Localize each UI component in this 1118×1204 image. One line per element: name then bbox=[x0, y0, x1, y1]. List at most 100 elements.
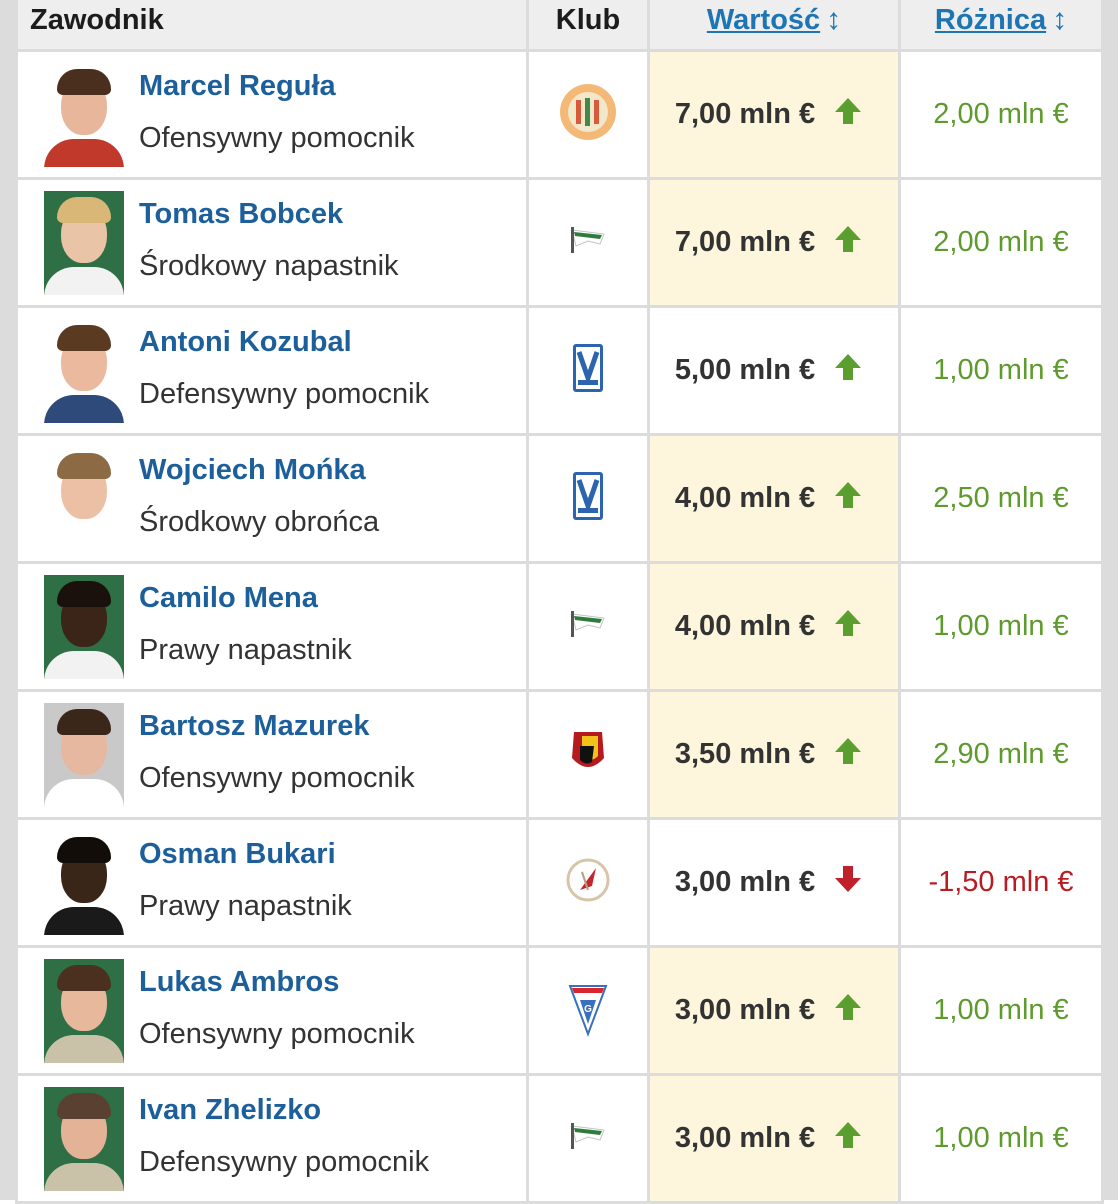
value-difference: 2,90 mln € bbox=[933, 738, 1069, 770]
zaglebie-lubin-crest[interactable] bbox=[558, 82, 618, 147]
club-cell bbox=[529, 1076, 647, 1201]
value-difference: 1,00 mln € bbox=[933, 994, 1069, 1026]
lechia-gdansk-crest[interactable] bbox=[558, 1106, 618, 1171]
player-name-link[interactable]: Tomas Bobcek bbox=[139, 197, 344, 230]
table-row: Bartosz Mazurek Ofensywny pomocnik 3,50 ml… bbox=[18, 692, 1101, 817]
player-cell: Bartosz Mazurek Ofensywny pomocnik bbox=[18, 692, 526, 817]
value-difference: 2,00 mln € bbox=[933, 98, 1069, 130]
club-cell bbox=[529, 308, 647, 433]
column-header-player-label: Zawodnik bbox=[30, 3, 164, 36]
svg-text:G: G bbox=[584, 1004, 592, 1015]
market-value: 5,00 mln € bbox=[674, 354, 816, 386]
player-photo[interactable] bbox=[44, 318, 124, 423]
player-info: Ivan Zhelizko Defensywny pomocnik bbox=[18, 1076, 526, 1201]
table-row: Marcel Reguła Ofensywny pomocnik 7,00 mln … bbox=[18, 52, 1101, 177]
player-position: Defensywny pomocnik bbox=[139, 377, 430, 410]
player-cell: Ivan Zhelizko Defensywny pomocnik bbox=[18, 1076, 526, 1201]
player-photo[interactable] bbox=[44, 702, 124, 807]
player-position: Prawy napastnik bbox=[139, 633, 352, 666]
table-row: Ivan Zhelizko Defensywny pomocnik 3,00 mln… bbox=[18, 1076, 1101, 1201]
table-row: Tomas Bobcek Środkowy napastnik 7,00 mln €… bbox=[18, 180, 1101, 305]
value-difference: -1,50 mln € bbox=[928, 866, 1074, 898]
player-photo[interactable] bbox=[44, 830, 124, 935]
player-cell: Antoni Kozubal Defensywny pomocnik bbox=[18, 308, 526, 433]
player-position: Ofensywny pomocnik bbox=[139, 121, 415, 154]
value-difference: 2,50 mln € bbox=[933, 482, 1069, 514]
arrow-up-icon bbox=[833, 224, 863, 262]
player-position: Środkowy obrońca bbox=[139, 505, 380, 538]
lechia-gdansk-crest[interactable] bbox=[558, 594, 618, 659]
player-cell: Camilo Mena Prawy napastnik bbox=[18, 564, 526, 689]
player-cell: Osman Bukari Prawy napastnik bbox=[18, 820, 526, 945]
player-cell: Lukas Ambros Ofensywny pomocnik bbox=[18, 948, 526, 1073]
player-info: Wojciech Mońka Środkowy obrońca bbox=[18, 436, 526, 561]
table-row: Camilo Mena Prawy napastnik 4,00 mln € 1,00… bbox=[18, 564, 1101, 689]
value-difference: 2,00 mln € bbox=[933, 226, 1069, 258]
market-value-cell: 4,00 mln € bbox=[650, 564, 898, 689]
player-info: Osman Bukari Prawy napastnik bbox=[18, 820, 526, 945]
column-header-player: Zawodnik bbox=[18, 0, 526, 49]
jagiellonia-crest[interactable] bbox=[558, 722, 618, 787]
club-cell bbox=[529, 820, 647, 945]
player-name-link[interactable]: Bartosz Mazurek bbox=[139, 709, 370, 742]
gornik-zabrze-crest[interactable]: G bbox=[558, 978, 618, 1043]
lech-poznan-crest[interactable] bbox=[558, 338, 618, 403]
player-cell: Marcel Reguła Ofensywny pomocnik bbox=[18, 52, 526, 177]
club-cell bbox=[529, 436, 647, 561]
value-difference: 1,00 mln € bbox=[933, 1122, 1069, 1154]
table-header-row: Zawodnik Klub Wartość ↕ Różnica ↕ bbox=[18, 0, 1101, 49]
market-value-cell: 3,50 mln € bbox=[650, 692, 898, 817]
value-difference-cell: 1,00 mln € bbox=[901, 1076, 1101, 1201]
player-cell: Wojciech Mońka Środkowy obrońca bbox=[18, 436, 526, 561]
column-header-diff[interactable]: Różnica ↕ bbox=[901, 0, 1101, 49]
club-cell bbox=[529, 692, 647, 817]
market-value: 4,00 mln € bbox=[674, 610, 816, 642]
market-value-cell: 7,00 mln € bbox=[650, 180, 898, 305]
player-name-link[interactable]: Lukas Ambros bbox=[139, 965, 340, 998]
value-difference-cell: 1,00 mln € bbox=[901, 948, 1101, 1073]
player-info: Marcel Reguła Ofensywny pomocnik bbox=[18, 52, 526, 177]
player-photo[interactable] bbox=[44, 446, 124, 551]
value-difference: 1,00 mln € bbox=[933, 610, 1069, 642]
player-photo[interactable] bbox=[44, 190, 124, 295]
sort-arrows-icon[interactable]: ↕ bbox=[1052, 3, 1068, 36]
sort-arrows-icon[interactable]: ↕ bbox=[826, 3, 842, 36]
arrow-up-icon bbox=[833, 1120, 863, 1158]
lech-poznan-crest[interactable] bbox=[558, 466, 618, 531]
column-header-value[interactable]: Wartość ↕ bbox=[650, 0, 898, 49]
market-value: 7,00 mln € bbox=[674, 98, 816, 130]
arrow-up-icon bbox=[833, 992, 863, 1030]
player-name-link[interactable]: Camilo Mena bbox=[139, 581, 318, 614]
table-row: Antoni Kozubal Defensywny pomocnik 5,00 ml… bbox=[18, 308, 1101, 433]
player-position: Ofensywny pomocnik bbox=[139, 761, 415, 794]
player-photo[interactable] bbox=[44, 62, 124, 167]
player-photo[interactable] bbox=[44, 574, 124, 679]
lechia-gdansk-crest[interactable] bbox=[558, 210, 618, 275]
player-name-link[interactable]: Marcel Reguła bbox=[139, 69, 336, 102]
sort-by-value-link[interactable]: Wartość bbox=[706, 4, 821, 36]
table-row: Wojciech Mońka Środkowy obrońca 4,00 mln €… bbox=[18, 436, 1101, 561]
market-value: 3,00 mln € bbox=[674, 866, 816, 898]
player-name-link[interactable]: Antoni Kozubal bbox=[139, 325, 352, 358]
player-photo[interactable] bbox=[44, 958, 124, 1063]
arrow-up-icon bbox=[833, 352, 863, 390]
player-name-link[interactable]: Osman Bukari bbox=[139, 837, 336, 870]
market-value-cell: 7,00 mln € bbox=[650, 52, 898, 177]
player-name-link[interactable]: Ivan Zhelizko bbox=[139, 1093, 322, 1126]
arrow-up-icon bbox=[833, 736, 863, 774]
value-difference-cell: 2,00 mln € bbox=[901, 180, 1101, 305]
arrow-up-icon bbox=[833, 608, 863, 646]
sort-by-diff-link[interactable]: Różnica bbox=[934, 4, 1047, 36]
arrow-up-icon bbox=[833, 480, 863, 518]
club-cell bbox=[529, 180, 647, 305]
column-header-club: Klub bbox=[529, 0, 647, 49]
widzew-lodz-crest[interactable] bbox=[558, 850, 618, 915]
player-photo[interactable] bbox=[44, 1086, 124, 1191]
market-value-cell: 3,00 mln € bbox=[650, 1076, 898, 1201]
player-name-link[interactable]: Wojciech Mońka bbox=[139, 453, 366, 486]
market-value-table: Zawodnik Klub Wartość ↕ Różnica ↕ Marcel R… bbox=[15, 0, 1104, 1204]
market-value-cell: 3,00 mln € bbox=[650, 948, 898, 1073]
player-position: Prawy napastnik bbox=[139, 889, 352, 922]
arrow-up-icon bbox=[833, 96, 863, 134]
